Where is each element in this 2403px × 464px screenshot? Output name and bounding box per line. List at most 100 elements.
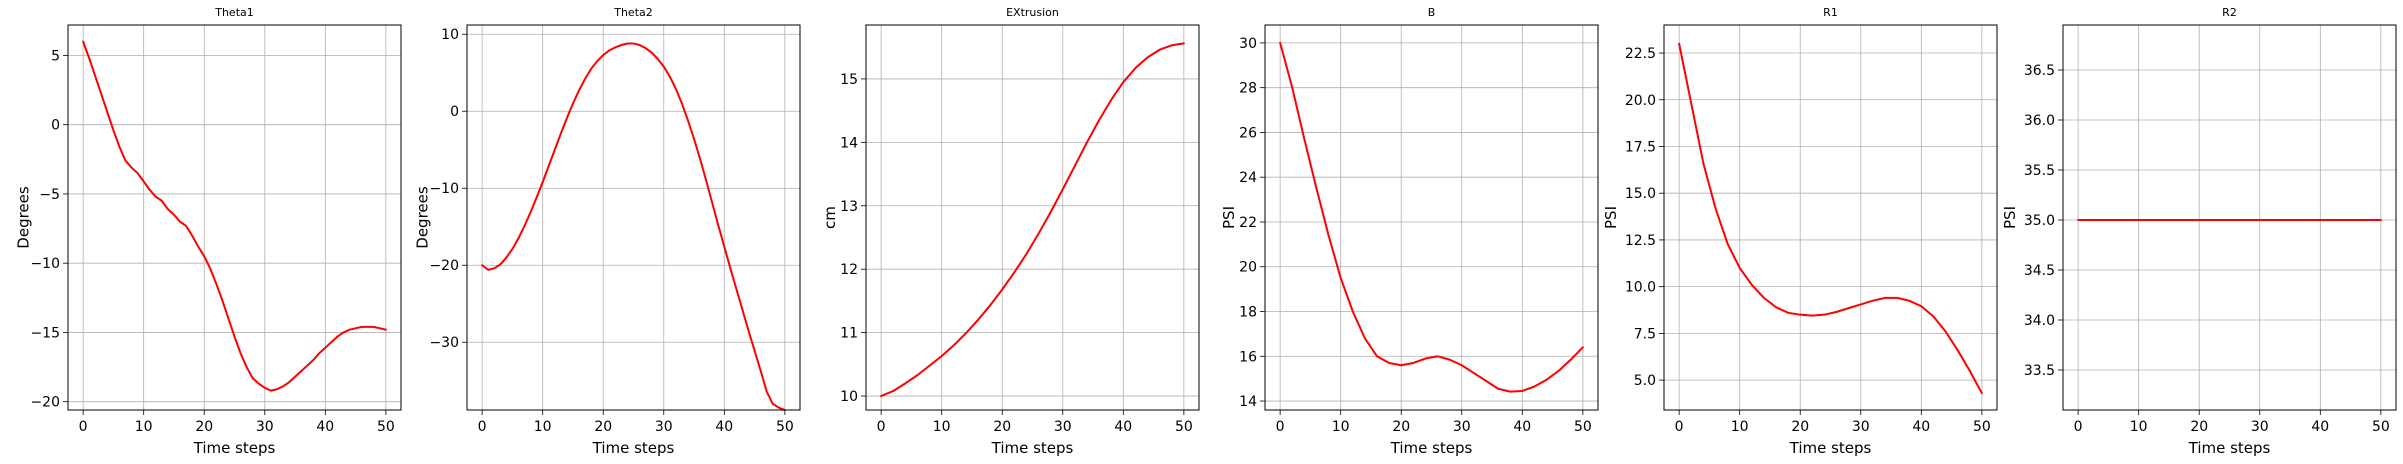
y-tick-label: 11 xyxy=(840,326,858,342)
x-tick-label: 10 xyxy=(1332,419,1350,435)
y-tick-label: 10.0 xyxy=(1625,280,1656,296)
x-tick-label: 20 xyxy=(2190,419,2208,435)
plot-frame xyxy=(466,24,801,411)
x-tick-label: 30 xyxy=(1453,419,1471,435)
y-tick-label: 20.0 xyxy=(1625,93,1656,109)
y-tick-label: −10 xyxy=(429,181,459,197)
y-axis-label: Degrees xyxy=(414,186,432,249)
x-tick-label: 50 xyxy=(1973,419,1991,435)
chart-panel: 0 10 20 30 40 50 33.5 34.0 34.5 35.0 35.5 36.0 36.5 R… xyxy=(2001,6,2397,457)
y-axis-label: Degrees xyxy=(15,186,33,249)
y-tick-label: 0 xyxy=(51,118,60,134)
chart-panel: 0 10 20 30 40 50 −20 −15 −10 −5 0 5 Theta1 Time steps… xyxy=(15,6,402,457)
x-tick-label: 0 xyxy=(79,419,88,435)
y-tick-label: 0 xyxy=(450,104,459,120)
series-line xyxy=(82,40,387,392)
y-tick-label: 16 xyxy=(1239,349,1257,365)
chart-panel: 0 10 20 30 40 50 10 11 12 13 14 15 EXtrusion Time ste… xyxy=(821,6,1200,457)
chart-title: B xyxy=(1428,6,1436,19)
x-tick-label: 40 xyxy=(1114,419,1132,435)
x-tick-label: 40 xyxy=(715,419,733,435)
y-tick-label: −20 xyxy=(429,258,459,274)
x-tick-label: 30 xyxy=(1054,419,1072,435)
x-tick-label: 40 xyxy=(2311,419,2329,435)
y-tick-label: −10 xyxy=(30,256,60,272)
x-tick-label: 40 xyxy=(316,419,334,435)
y-tick-label: 10 xyxy=(441,27,459,43)
y-tick-label: 22.5 xyxy=(1625,46,1656,62)
y-tick-label: 36.5 xyxy=(2024,63,2055,79)
y-tick-label: 15.0 xyxy=(1625,186,1656,202)
y-tick-label: 28 xyxy=(1239,81,1257,97)
y-tick-label: 30 xyxy=(1239,36,1257,52)
y-tick-label: 12 xyxy=(840,262,858,278)
x-tick-label: 0 xyxy=(877,419,886,435)
plot-frame xyxy=(1264,24,1599,411)
x-tick-label: 0 xyxy=(478,419,487,435)
x-tick-label: 10 xyxy=(135,419,153,435)
y-tick-label: 35.0 xyxy=(2024,213,2055,229)
y-tick-label: 14 xyxy=(1239,394,1257,410)
x-axis-label: Time steps xyxy=(1390,439,1473,457)
y-tick-label: 36.0 xyxy=(2024,113,2055,129)
series-line xyxy=(1279,41,1584,393)
x-tick-label: 30 xyxy=(1852,419,1870,435)
y-axis-label: cm xyxy=(821,206,839,229)
x-tick-label: 10 xyxy=(534,419,552,435)
chart-title: Theta1 xyxy=(214,6,254,19)
x-tick-label: 20 xyxy=(993,419,1011,435)
chart-title: Theta2 xyxy=(613,6,653,19)
plot-frame xyxy=(1663,24,1998,411)
y-tick-label: 35.5 xyxy=(2024,163,2055,179)
series-line xyxy=(880,42,1185,398)
x-tick-label: 10 xyxy=(1731,419,1749,435)
y-tick-label: 18 xyxy=(1239,305,1257,321)
y-tick-label: 22 xyxy=(1239,215,1257,231)
y-tick-label: 33.5 xyxy=(2024,363,2055,379)
chart-title: R2 xyxy=(2222,6,2237,19)
y-tick-label: 34.0 xyxy=(2024,313,2055,329)
x-axis-label: Time steps xyxy=(1789,439,1872,457)
x-tick-label: 50 xyxy=(776,419,794,435)
x-axis-label: Time steps xyxy=(592,439,675,457)
y-tick-label: −30 xyxy=(429,335,459,351)
x-tick-label: 0 xyxy=(1675,419,1684,435)
y-tick-label: 12.5 xyxy=(1625,233,1656,249)
y-tick-label: 7.5 xyxy=(1634,326,1656,342)
chart-panel: 0 10 20 30 40 50 −30 −20 −10 0 10 Theta2 Time steps D… xyxy=(414,6,801,457)
plot-frame xyxy=(865,24,1200,411)
y-tick-label: −15 xyxy=(30,325,60,341)
x-tick-label: 50 xyxy=(1175,419,1193,435)
y-axis-label: PSI xyxy=(1602,206,1620,229)
y-tick-label: −5 xyxy=(39,187,60,203)
plot-frame xyxy=(2062,24,2397,411)
y-tick-label: 17.5 xyxy=(1625,139,1656,155)
x-tick-label: 0 xyxy=(1276,419,1285,435)
y-tick-label: −20 xyxy=(30,395,60,411)
x-tick-label: 30 xyxy=(256,419,274,435)
chart-title: EXtrusion xyxy=(1006,6,1059,19)
series-line xyxy=(1678,42,1983,395)
x-tick-label: 50 xyxy=(1574,419,1592,435)
x-tick-label: 10 xyxy=(933,419,951,435)
x-tick-label: 50 xyxy=(377,419,395,435)
x-tick-label: 40 xyxy=(1513,419,1531,435)
x-tick-label: 50 xyxy=(2372,419,2390,435)
chart-panel: 0 10 20 30 40 50 5.0 7.5 10.0 12.5 15.0 17.5 20.0 22.… xyxy=(1602,6,1998,457)
x-axis-label: Time steps xyxy=(2188,439,2271,457)
x-axis-label: Time steps xyxy=(193,439,276,457)
chart-panel: 0 10 20 30 40 50 14 16 18 20 22 24 26 28 30 B Time steps… xyxy=(1220,6,1599,457)
x-tick-label: 20 xyxy=(1791,419,1809,435)
y-tick-label: 24 xyxy=(1239,170,1257,186)
y-tick-label: 14 xyxy=(840,135,858,151)
x-tick-label: 30 xyxy=(2251,419,2269,435)
x-tick-label: 30 xyxy=(655,419,673,435)
x-tick-label: 10 xyxy=(2130,419,2148,435)
y-axis-label: PSI xyxy=(1220,206,1238,229)
y-axis-label: PSI xyxy=(2001,206,2019,229)
y-tick-label: 5 xyxy=(51,48,60,64)
x-tick-label: 20 xyxy=(1392,419,1410,435)
y-tick-label: 15 xyxy=(840,72,858,88)
y-tick-label: 5.0 xyxy=(1634,373,1656,389)
